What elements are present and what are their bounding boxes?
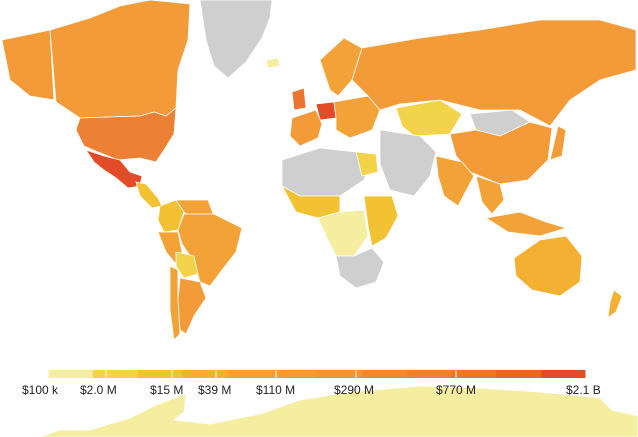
region-united-kingdom[interactable] [291,87,307,111]
region-western-europe[interactable] [289,109,323,147]
legend-swatch [496,370,542,378]
region-australia[interactable] [513,235,583,297]
legend-swatch [451,370,497,378]
region-bolivia[interactable] [175,251,199,279]
region-new-zealand[interactable] [607,289,623,319]
legend-swatch [227,370,273,378]
legend-tick-label: $15 M [150,383,183,397]
legend-color-scale [47,370,587,382]
legend-swatch [361,370,408,378]
legend-tick-label: $110 M [256,383,295,397]
region-india[interactable] [435,155,475,207]
legend-tick-label: $100 k [22,383,59,397]
legend-swatch [406,370,452,378]
legend-tick-label: $2.1 B [566,383,601,397]
region-alaska[interactable] [1,29,55,101]
legend-tick-label: $290 M [334,383,374,397]
region-central-africa[interactable] [317,209,369,257]
region-indonesia[interactable] [484,211,568,237]
legend-swatch [137,370,183,378]
region-russia[interactable] [351,19,637,127]
region-antarctica[interactable] [39,385,638,437]
legend-tick-label: $39 M [198,383,231,397]
region-iceland[interactable] [265,57,281,69]
region-southern-africa[interactable] [335,247,385,289]
region-egypt[interactable] [355,151,379,177]
region-chile[interactable] [169,265,181,341]
legend-ticks: $100 k $2.0 M $15 M $39 M $110 M $290 M … [22,383,601,397]
legend-swatch [541,370,587,378]
region-united-states[interactable] [75,107,177,163]
legend-swatch [272,370,318,378]
region-southeast-asia[interactable] [475,175,505,215]
legend-tick-label: $770 M [436,383,476,397]
region-brazil[interactable] [177,213,243,287]
region-greenland[interactable] [199,0,273,79]
legend-swatch [182,370,228,378]
legend-swatch [317,370,363,378]
legend-swatch [92,370,139,378]
region-japan[interactable] [549,125,567,161]
region-middle-east[interactable] [379,129,437,197]
legend-swatch [48,370,94,378]
legend-tick-label: $2.0 M [80,383,117,397]
region-east-africa[interactable] [363,195,399,247]
